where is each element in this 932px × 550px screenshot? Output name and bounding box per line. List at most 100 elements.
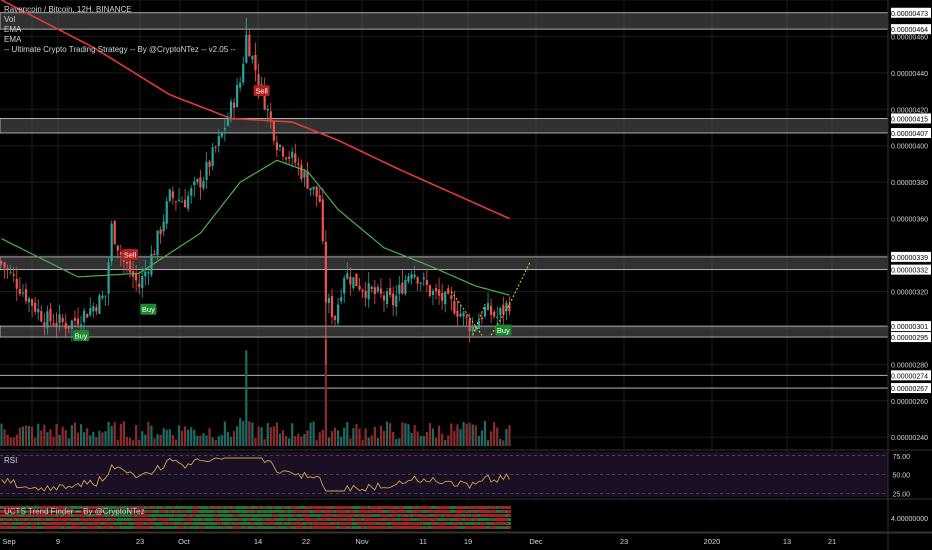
trend-cell <box>455 510 460 513</box>
trend-cell <box>82 526 86 529</box>
trend-cell <box>410 518 414 521</box>
trend-cell <box>330 514 334 517</box>
strategy-indicator-label[interactable]: -- Ultimate Crypto Trading Strategy -- B… <box>4 45 236 54</box>
trend-cell <box>351 522 355 525</box>
trend-cell <box>183 518 187 521</box>
trend-cell <box>278 522 282 525</box>
trend-cell <box>394 510 398 513</box>
trend-cell <box>229 518 233 521</box>
trend-cell <box>153 522 157 525</box>
candle-body <box>67 325 70 329</box>
candle-body <box>6 268 9 270</box>
time-axis[interactable]: Sep 9 23 Oct 14 22 Nov 11 19 Dec 23 2020 13 21 <box>0 532 932 546</box>
trend-cell <box>336 522 340 525</box>
candle-body <box>248 34 251 57</box>
trend-cell <box>82 510 86 513</box>
trend-cell <box>345 522 349 525</box>
trend-cell <box>153 526 157 529</box>
trend-cell <box>146 514 150 517</box>
vol-indicator-label[interactable]: Vol <box>4 15 16 24</box>
volume-bar <box>144 434 147 446</box>
trend-cell <box>122 522 126 525</box>
trend-cell <box>474 522 478 525</box>
trend-cell <box>296 522 300 525</box>
candle-body <box>220 132 223 137</box>
trend-cell <box>174 506 178 509</box>
trend-cell <box>385 518 389 521</box>
trend-cell <box>42 510 46 513</box>
trend-cell <box>85 522 89 525</box>
trend-cell <box>146 506 150 509</box>
trend-cell <box>174 522 178 525</box>
trend-cell <box>208 506 212 509</box>
trend-cell <box>15 510 19 513</box>
trend-cell <box>413 514 417 517</box>
trend-cell <box>82 518 86 521</box>
volume-bar <box>340 436 343 446</box>
trend-cell <box>434 522 438 525</box>
trend-cell <box>146 510 150 513</box>
trend-cell <box>449 506 453 509</box>
indicator-tag <box>891 513 931 523</box>
price-axis[interactable]: 0.00000460 0.00000440 0.00000420 0.00000400… <box>887 0 931 550</box>
trend-cell <box>159 518 163 521</box>
trend-cell <box>104 514 108 517</box>
trend-cell <box>257 514 261 517</box>
candle-body <box>456 310 459 317</box>
volume-bar <box>153 438 156 446</box>
rsi-label[interactable]: RSI <box>4 456 18 465</box>
trend-cell <box>263 522 267 525</box>
trend-cell <box>91 506 95 509</box>
trend-cell <box>168 526 172 529</box>
trend-cell <box>459 526 463 529</box>
trend-cell <box>373 522 377 525</box>
trend-cell <box>370 514 374 517</box>
volume-bar <box>444 440 447 446</box>
trend-cell <box>459 518 463 521</box>
price-tag-label: 0.00000339 <box>891 255 928 262</box>
trend-cell <box>85 510 89 513</box>
candle-body <box>367 283 370 300</box>
trend-cell <box>183 526 187 529</box>
trend-cell <box>437 510 441 513</box>
candle-body <box>64 322 67 329</box>
sell-signal-label: Sell <box>255 86 268 95</box>
trend-cell <box>351 526 355 529</box>
trend-cell <box>358 514 362 517</box>
trend-cell <box>495 526 499 529</box>
trend-cell <box>55 506 59 509</box>
symbol-title[interactable]: Ravencoin / Bitcoin, 12H, BINANCE <box>4 5 132 14</box>
trend-cell <box>477 514 481 517</box>
volume-bar <box>401 422 404 446</box>
candle-body <box>389 287 392 296</box>
trend-cell <box>315 506 319 509</box>
trend-cell <box>162 518 166 521</box>
trend-cell <box>3 526 7 529</box>
trend-cell <box>342 526 346 529</box>
ema-indicator-label-1[interactable]: EMA <box>4 25 22 34</box>
trend-cell <box>449 522 453 525</box>
trend-cell <box>171 510 175 513</box>
trend-cell <box>244 526 248 529</box>
volume-bar <box>205 435 208 446</box>
trend-cell <box>330 522 334 525</box>
trend-cell <box>410 514 414 517</box>
trend-cell <box>348 510 352 513</box>
trend-cell <box>110 518 114 521</box>
trend-finder-label[interactable]: UCTS Trend Finder -- By @CryptoNTez <box>4 507 145 516</box>
volume-bar <box>385 421 389 446</box>
ema-indicator-label-2[interactable]: EMA <box>4 35 22 44</box>
trend-cell <box>425 506 429 509</box>
trend-cell <box>143 522 147 525</box>
trend-cell <box>79 514 83 517</box>
trend-cell <box>189 518 193 521</box>
price-tick-label: 0.00000280 <box>891 362 928 369</box>
trend-cell <box>128 510 132 513</box>
trend-cell <box>48 506 53 509</box>
candle-body <box>425 279 428 286</box>
trend-cell <box>3 510 7 513</box>
trend-cell <box>226 506 230 509</box>
trend-cell <box>489 526 493 529</box>
trend-cell <box>272 510 276 513</box>
